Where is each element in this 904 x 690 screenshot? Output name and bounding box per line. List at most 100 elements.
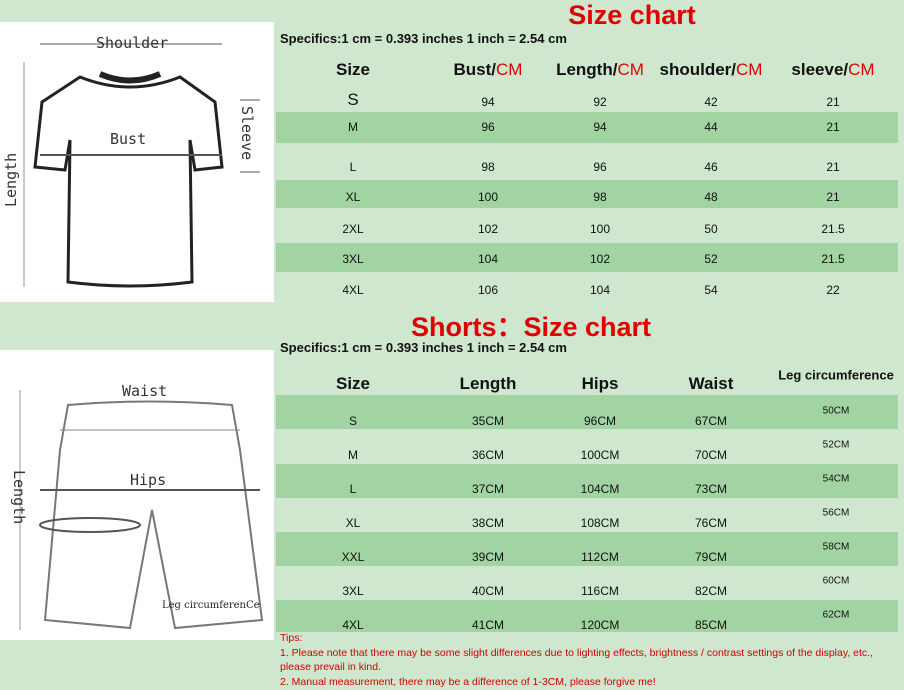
value-cell: 100 bbox=[477, 190, 499, 204]
leg-circumference-label: Leg circumferenCe bbox=[162, 600, 260, 611]
header-unit: CM bbox=[617, 60, 644, 79]
value-cell: 39CM bbox=[471, 550, 505, 564]
length-label: Length bbox=[10, 470, 28, 524]
value-cell: 42 bbox=[704, 95, 718, 109]
value-cell: 50CM bbox=[822, 405, 850, 417]
value-cell: 100 bbox=[589, 222, 611, 236]
header-unit: CM bbox=[848, 60, 875, 79]
value-cell: 102 bbox=[589, 252, 611, 266]
shorts-diagram: Waist Hips Length Leg circumferenCe bbox=[0, 350, 274, 640]
length-label: Length bbox=[2, 153, 20, 207]
tips-line-2: 2. Manual measurement, there may be a di… bbox=[280, 675, 656, 688]
size-cell: 4XL bbox=[342, 618, 364, 632]
value-cell: 73CM bbox=[694, 482, 728, 496]
table-stripe bbox=[276, 395, 898, 429]
tips: Tips: 1. Please note that there may be s… bbox=[280, 631, 900, 689]
column-header: Size bbox=[336, 60, 370, 80]
size-cell: XL bbox=[345, 516, 361, 530]
value-cell: 21 bbox=[826, 160, 840, 174]
value-cell: 56CM bbox=[822, 507, 850, 519]
value-cell: 41CM bbox=[471, 618, 505, 632]
column-header: Length bbox=[459, 374, 517, 393]
column-header: Waist bbox=[688, 374, 734, 393]
size-cell: 4XL bbox=[342, 283, 364, 297]
shorts-title: Shorts：Size chart bbox=[410, 312, 652, 342]
tips-line-1: 1. Please note that there may be some sl… bbox=[280, 646, 874, 674]
waist-label: Waist bbox=[122, 382, 167, 400]
value-cell: 98 bbox=[481, 160, 495, 174]
column-header: Size bbox=[335, 374, 371, 393]
value-cell: 21.5 bbox=[821, 222, 845, 236]
value-cell: 62CM bbox=[822, 609, 850, 621]
size-cell: 3XL bbox=[342, 584, 364, 598]
table-stripe bbox=[276, 243, 898, 272]
value-cell: 70CM bbox=[694, 448, 728, 462]
value-cell: 94 bbox=[593, 120, 607, 134]
size-cell: M bbox=[348, 120, 358, 134]
size-cell: S bbox=[347, 90, 359, 109]
value-cell: 94 bbox=[481, 95, 495, 109]
shoulder-label: Shoulder bbox=[96, 34, 168, 52]
table-stripe bbox=[276, 180, 898, 208]
value-cell: 116CM bbox=[581, 584, 619, 598]
value-cell: 120CM bbox=[580, 618, 620, 632]
value-cell: 35CM bbox=[471, 414, 505, 428]
size-cell: S bbox=[348, 414, 358, 428]
column-header: Hips bbox=[581, 374, 619, 393]
header-name: shoulder/ bbox=[659, 60, 737, 79]
value-cell: 96 bbox=[593, 160, 607, 174]
column-header: Bust/CM bbox=[454, 60, 523, 80]
value-cell: 58CM bbox=[822, 541, 850, 553]
value-cell: 52 bbox=[704, 252, 718, 266]
value-cell: 46 bbox=[704, 160, 718, 174]
size-cell: M bbox=[348, 448, 358, 462]
value-cell: 54CM bbox=[822, 473, 850, 485]
value-cell: 52CM bbox=[822, 439, 850, 451]
shorts-specifics: Specifics:1 cm = 0.393 inches 1 inch = 2… bbox=[280, 340, 567, 355]
column-header: shoulder/CM bbox=[660, 60, 763, 80]
sleeve-label: Sleeve bbox=[238, 106, 256, 160]
column-header: sleeve/CM bbox=[791, 60, 874, 80]
header-unit: CM bbox=[496, 60, 523, 79]
shirt-title: Size chart bbox=[568, 0, 696, 30]
tshirt-diagram: Shoulder Bust Length Sleeve bbox=[0, 22, 274, 302]
value-cell: 106 bbox=[477, 283, 499, 297]
value-cell: 36CM bbox=[471, 448, 505, 462]
table-stripe bbox=[276, 600, 898, 632]
hips-label: Hips bbox=[130, 471, 166, 489]
value-cell: 104CM bbox=[580, 482, 620, 496]
value-cell: 50 bbox=[704, 222, 718, 236]
size-cell: L bbox=[349, 160, 357, 174]
value-cell: 21 bbox=[826, 120, 840, 134]
value-cell: 22 bbox=[826, 283, 840, 297]
header-name: Length/ bbox=[556, 60, 618, 79]
value-cell: 104 bbox=[589, 283, 611, 297]
header-unit: CM bbox=[736, 60, 763, 79]
value-cell: 85CM bbox=[694, 618, 728, 632]
value-cell: 40CM bbox=[471, 584, 505, 598]
size-cell: XL bbox=[345, 190, 361, 204]
value-cell: 38CM bbox=[471, 516, 505, 530]
value-cell: 104 bbox=[477, 252, 499, 266]
value-cell: 44 bbox=[704, 120, 718, 134]
value-cell: 60CM bbox=[822, 575, 850, 587]
value-cell: 21 bbox=[826, 190, 840, 204]
value-cell: 79CM bbox=[694, 550, 728, 564]
value-cell: 96 bbox=[481, 120, 495, 134]
size-cell: 2XL bbox=[342, 222, 364, 236]
tips-heading: Tips: bbox=[280, 632, 303, 644]
value-cell: 54 bbox=[704, 283, 718, 297]
value-cell: 102 bbox=[477, 222, 499, 236]
value-cell: 48 bbox=[704, 190, 718, 204]
value-cell: 82CM bbox=[694, 584, 728, 598]
value-cell: 100CM bbox=[580, 448, 620, 462]
value-cell: 21.5 bbox=[821, 252, 845, 266]
header-name: Size bbox=[335, 60, 371, 79]
value-cell: 37CM bbox=[471, 482, 505, 496]
value-cell: 76CM bbox=[694, 516, 728, 530]
value-cell: 92 bbox=[593, 95, 607, 109]
shirt-specifics: Specifics:1 cm = 0.393 inches 1 inch = 2… bbox=[280, 31, 567, 46]
size-cell: 3XL bbox=[342, 252, 364, 266]
value-cell: 108CM bbox=[580, 516, 620, 530]
bust-label: Bust bbox=[110, 130, 146, 148]
